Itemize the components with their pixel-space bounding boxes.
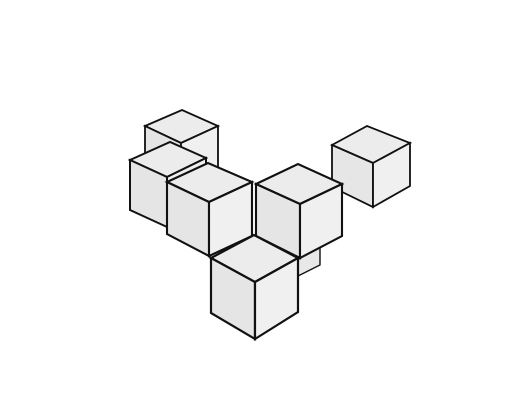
cube-bottom-front [208,233,301,341]
cube-right-center [253,162,345,260]
cube-center [164,161,255,258]
